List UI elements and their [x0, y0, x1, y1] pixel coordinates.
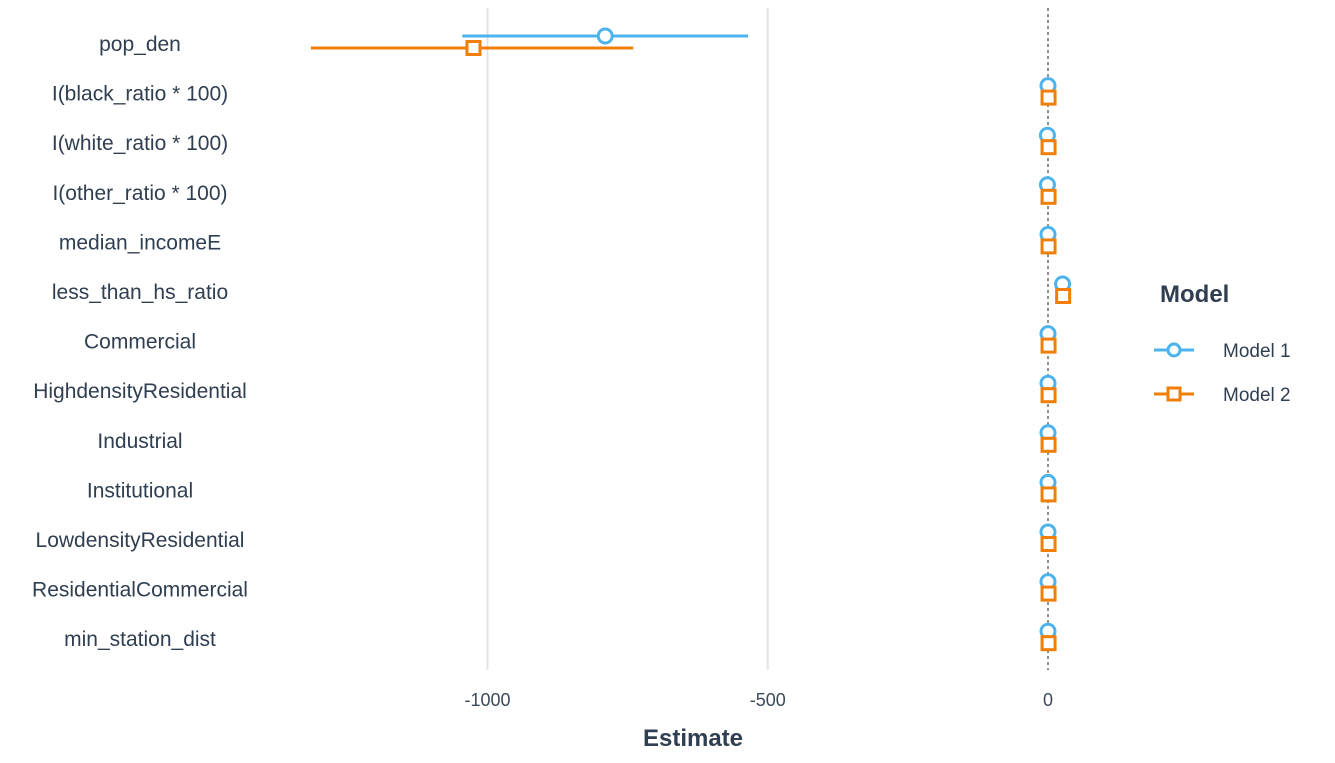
legend-item: Model 2 — [1154, 385, 1291, 406]
plot-marks — [310, 27, 1072, 652]
estimate-point — [465, 40, 482, 56]
category-label: median_incomeE — [59, 231, 221, 254]
estimate-point — [1040, 387, 1057, 404]
category-label: I(other_ratio * 100) — [52, 182, 227, 205]
legend: Model Model 1 Model 2 — [1154, 281, 1291, 406]
category-label: Commercial — [84, 331, 196, 354]
x-tick-label: -500 — [750, 690, 786, 710]
category-label: Industrial — [97, 430, 182, 453]
estimate-point — [1040, 436, 1057, 453]
series-2 — [310, 40, 1072, 652]
estimate-point — [1040, 89, 1057, 106]
estimate-point — [1040, 635, 1057, 652]
y-axis-labels: pop_den I(black_ratio * 100) I(white_ratio… — [32, 33, 248, 651]
estimate-point — [1040, 585, 1057, 602]
x-tick-label: -1000 — [464, 690, 510, 710]
series-1 — [462, 27, 1072, 640]
x-tick-label: 0 — [1043, 690, 1053, 710]
estimate-point — [596, 27, 614, 45]
estimate-point — [1040, 337, 1057, 354]
estimate-point — [1040, 188, 1057, 205]
x-axis-title: Estimate — [643, 725, 743, 752]
category-label: Institutional — [87, 479, 193, 502]
category-label: pop_den — [99, 33, 181, 56]
estimate-point — [1040, 486, 1057, 503]
estimate-point — [1040, 536, 1057, 552]
legend-key-marker — [1166, 342, 1182, 358]
grid-lines — [486, 8, 769, 670]
legend-label: Model 1 — [1223, 341, 1291, 362]
x-axis-ticks: -1000 -500 0 — [464, 690, 1053, 710]
category-label: I(black_ratio * 100) — [52, 83, 228, 106]
legend-label: Model 2 — [1223, 385, 1291, 406]
legend-key-marker — [1166, 386, 1182, 402]
category-label: I(white_ratio * 100) — [52, 132, 228, 155]
category-label: less_than_hs_ratio — [52, 281, 228, 304]
estimate-point — [1040, 238, 1057, 255]
legend-title: Model — [1160, 281, 1229, 308]
category-label: min_station_dist — [64, 628, 216, 651]
category-label: HighdensityResidential — [33, 380, 247, 403]
category-label: LowdensityResidential — [36, 529, 245, 552]
estimate-point — [1055, 288, 1072, 304]
legend-item: Model 1 — [1154, 341, 1291, 362]
estimate-point — [1040, 139, 1057, 156]
category-label: ResidentialCommercial — [32, 579, 248, 602]
